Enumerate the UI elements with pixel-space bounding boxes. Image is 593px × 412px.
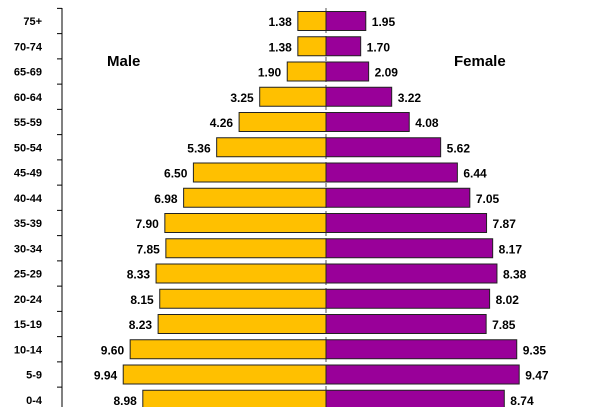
female-bar — [325, 213, 488, 233]
series-labels: Male Female — [107, 53, 506, 70]
category-label: 75+ — [23, 16, 42, 28]
female-bar — [325, 238, 494, 259]
male-data-label: 6.50 — [164, 167, 188, 181]
male-data-label: 9.60 — [101, 343, 125, 357]
male-bar — [122, 364, 327, 385]
female-data-label: 6.44 — [463, 167, 487, 181]
female-bar — [325, 137, 442, 158]
male-bar — [183, 187, 327, 208]
male-data-label: 8.23 — [129, 318, 153, 332]
female-data-label: 7.85 — [492, 318, 516, 332]
female-bar — [325, 263, 498, 284]
male-data-label: 8.98 — [113, 394, 137, 407]
male-bar — [216, 137, 327, 158]
labels-layer: 1.38 1.95 1.38 1.70 1.90 2.09 3.25 3.22 4.26 4.08… — [94, 15, 549, 408]
male-bar — [129, 339, 327, 360]
male-bar — [238, 112, 327, 132]
female-data-label: 8.74 — [510, 394, 534, 407]
female-bar — [325, 364, 520, 385]
male-bar — [286, 61, 327, 82]
category-label: 30-34 — [14, 243, 43, 255]
category-label: 50-54 — [14, 142, 43, 154]
category-label: 55-59 — [14, 117, 42, 129]
category-label: 65-69 — [14, 67, 42, 79]
bars-layer — [122, 11, 520, 410]
male-data-label: 8.33 — [127, 268, 151, 282]
category-label: 15-19 — [14, 319, 42, 331]
male-data-label: 8.15 — [130, 293, 154, 307]
female-bar — [325, 86, 393, 107]
female-bar — [325, 112, 410, 132]
female-data-label: 2.09 — [375, 66, 399, 80]
male-bar — [142, 389, 327, 410]
male-data-label: 1.38 — [268, 40, 292, 54]
male-data-label: 3.25 — [230, 91, 254, 105]
female-bar — [325, 288, 491, 309]
category-label: 5-9 — [26, 370, 42, 382]
female-data-label: 8.17 — [499, 242, 523, 256]
female-bar — [325, 11, 367, 31]
female-data-label: 8.38 — [503, 268, 527, 282]
category-label: 60-64 — [14, 92, 43, 104]
male-data-label: 4.26 — [210, 116, 234, 130]
category-label: 35-39 — [14, 218, 42, 230]
female-bar — [325, 61, 370, 82]
male-bar — [159, 288, 327, 309]
male-data-label: 7.85 — [137, 242, 161, 256]
category-label: 20-24 — [14, 294, 43, 306]
male-bar — [165, 238, 327, 259]
female-data-label: 1.95 — [372, 15, 396, 29]
category-label: 0-4 — [26, 395, 43, 407]
female-bar — [325, 339, 518, 360]
male-bar — [164, 213, 327, 233]
male-bar — [297, 36, 327, 57]
male-data-label: 9.94 — [94, 369, 118, 383]
female-data-label: 7.87 — [493, 217, 517, 231]
female-bar — [325, 162, 458, 183]
category-label: 45-49 — [14, 168, 42, 180]
female-data-label: 5.62 — [447, 141, 471, 155]
female-bar — [325, 187, 471, 208]
female-bar — [325, 36, 362, 57]
female-data-label: 7.05 — [476, 192, 500, 206]
male-data-label: 5.36 — [187, 141, 211, 155]
female-data-label: 9.47 — [525, 369, 549, 383]
female-data-label: 8.02 — [496, 293, 520, 307]
series-label-female: Female — [454, 53, 506, 70]
female-bar — [325, 314, 487, 334]
male-bar — [297, 11, 327, 31]
category-label: 25-29 — [14, 269, 42, 281]
category-label: 70-74 — [14, 41, 43, 53]
series-label-male: Male — [107, 53, 140, 70]
male-bar — [155, 263, 327, 284]
female-data-label: 9.35 — [523, 343, 547, 357]
female-bar — [325, 389, 505, 410]
male-bar — [192, 162, 327, 183]
axis-layer: 75+ 70-74 65-69 60-64 55-59 50-54 45-49 40-44 35… — [14, 7, 327, 407]
male-data-label: 1.38 — [268, 15, 292, 29]
category-label: 40-44 — [14, 193, 43, 205]
male-data-label: 1.90 — [258, 66, 282, 80]
male-bar — [259, 86, 327, 107]
male-data-label: 7.90 — [135, 217, 159, 231]
female-data-label: 3.22 — [398, 91, 422, 105]
male-bar — [157, 314, 327, 334]
female-data-label: 1.70 — [367, 40, 391, 54]
category-label: 10-14 — [14, 344, 43, 356]
male-data-label: 6.98 — [154, 192, 178, 206]
female-data-label: 4.08 — [415, 116, 439, 130]
